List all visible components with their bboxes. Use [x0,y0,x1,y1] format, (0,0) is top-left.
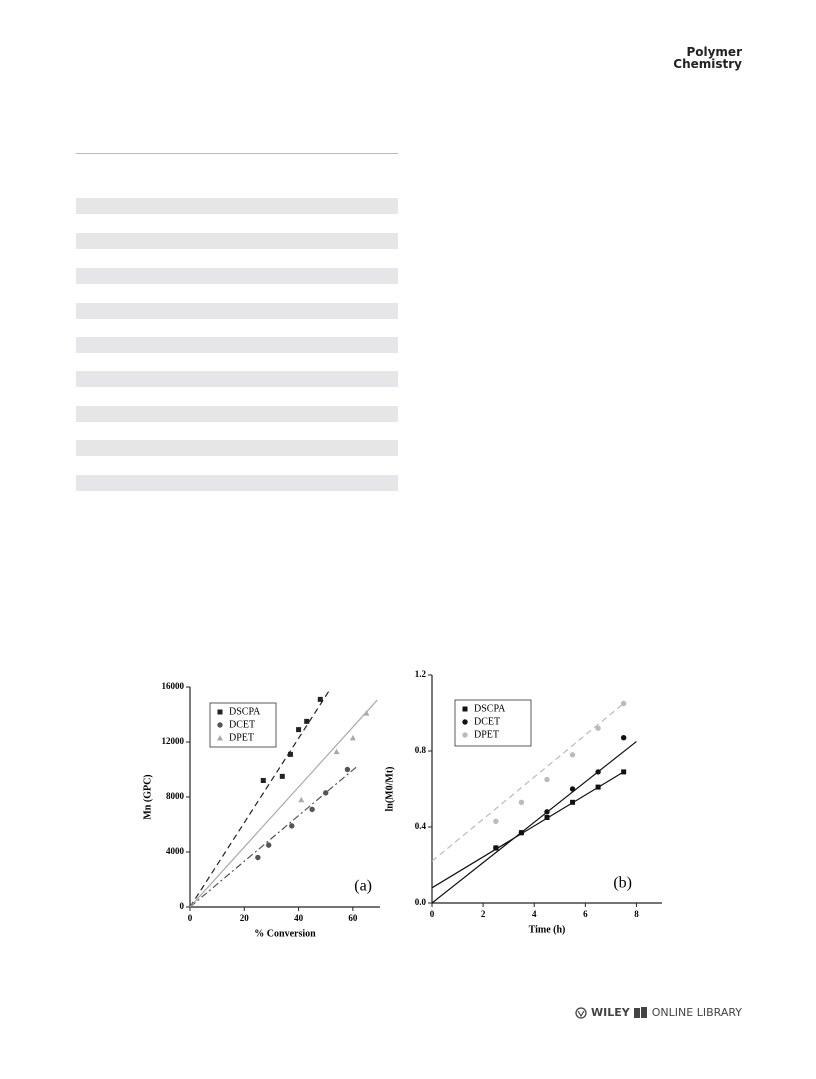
legend-marker [217,735,223,741]
legend-marker [462,719,468,725]
legend-label: DSCPA [229,706,261,717]
footer-brand: WILEY [591,1006,630,1019]
point [569,752,576,758]
table-stripe [76,268,398,284]
wiley-logo [575,1006,587,1019]
legend-label: DPET [229,732,254,743]
point [570,799,576,805]
y-tick-label: 0.0 [415,897,427,907]
footer-text: ONLINE LIBRARY [651,1006,742,1019]
x-tick-label: 20 [240,913,250,923]
point [323,790,329,796]
legend-label: DPET [474,729,499,740]
x-tick-label: 40 [294,913,304,923]
point [518,799,525,805]
journal-line: Chemistry [673,57,742,71]
table-stripe [76,198,398,214]
point [595,769,601,775]
table-stripe [76,303,398,319]
point [493,818,499,824]
point [493,845,499,851]
y-tick-label: 12000 [162,736,185,746]
table-stripe [76,475,398,491]
y-tick-label: 0.8 [415,745,427,755]
point [317,696,323,702]
fit-line [189,699,378,908]
point [621,769,627,775]
x-tick-label: 6 [583,909,588,919]
legend-marker [217,722,223,728]
point [595,784,601,790]
point [266,842,272,848]
point [544,809,550,815]
legend-label: DSCPA [474,703,506,714]
x-tick-label: 8 [634,909,639,919]
point [363,710,370,716]
point [569,786,576,792]
point [544,815,550,820]
y-tick-label: 0 [180,901,185,911]
point [255,854,261,861]
y-tick-label: 0.4 [415,821,427,831]
table-stripe [76,371,398,387]
legend-label: DCET [229,719,255,730]
annotation: (b) [613,875,632,892]
point [544,776,550,783]
point [333,748,340,755]
fit-line [431,703,625,862]
journal-line: Polymer [686,45,742,59]
point [620,735,627,741]
fit-line [431,771,624,889]
point [279,773,285,779]
y-tick-label: 8000 [166,791,185,801]
x-tick-label: 2 [481,909,486,919]
point [595,725,601,731]
x-tick-label: 0 [188,913,193,923]
table-stripe [76,406,398,422]
x-tick-label: 60 [348,913,358,923]
point [298,796,305,803]
legend-box [454,699,532,747]
legend-marker [217,709,223,715]
point [349,734,356,741]
fit-line [189,764,359,908]
table-stripe [76,233,398,249]
table-rule [76,153,398,154]
point [518,830,525,836]
point [260,778,266,783]
legend-label: DCET [474,716,500,727]
point [344,766,351,773]
legend-box [209,702,277,748]
point [287,751,293,757]
journal-name: Polymer Chemistry [673,46,742,70]
point [289,823,295,829]
library-logo [633,1007,647,1018]
x-axis-label: Time (h) [529,924,566,935]
point [296,727,302,733]
footer: WILEY ONLINE LIBRARY [575,1006,742,1019]
y-axis-label: Mn (GPC) [142,774,153,819]
x-tick-label: 0 [430,909,435,919]
x-tick-label: 4 [532,909,537,919]
legend-marker [462,732,468,738]
point [620,700,627,707]
point [309,806,315,813]
point [304,718,310,724]
table-stripe [76,337,398,353]
annotation: (a) [354,878,372,895]
y-tick-label: 1.2 [415,669,427,679]
x-axis-label: % Conversion [254,928,316,939]
table-stripe [76,440,398,456]
y-axis-label: ln(M0/Mt) [384,767,395,812]
legend-marker [462,706,468,712]
fit-line [431,741,637,904]
y-tick-label: 4000 [166,846,185,856]
y-tick-label: 16000 [162,681,185,691]
fit-line [189,689,331,908]
